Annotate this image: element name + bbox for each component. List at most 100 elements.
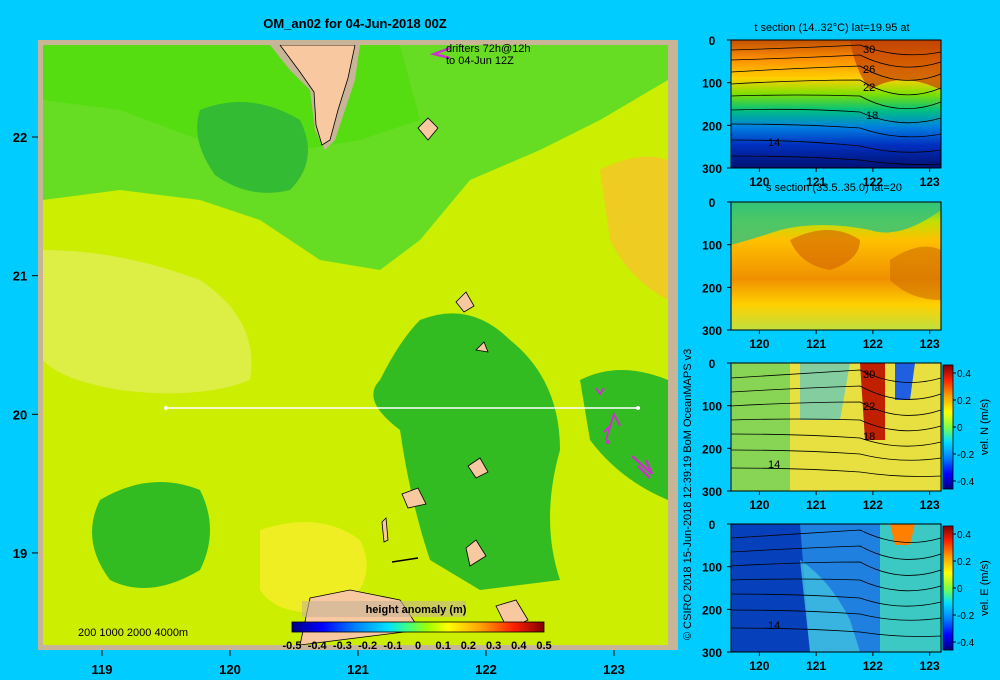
colorbar-tick-labels: -0.5 -0.4 -0.3 -0.2 -0.1 0 0.1 0.2 0.3 0.4 0.5 — [283, 640, 552, 652]
map-y-tick-label: 20 — [13, 407, 27, 422]
ve-section-plot: 14 — [730, 524, 942, 652]
t-section-contours — [730, 44, 942, 165]
vn-contour-label-30: 30 — [863, 369, 875, 381]
vel-colorbar-tick-label: 0 — [957, 423, 963, 434]
section-y-tick-label: 200 — [702, 281, 722, 295]
vn-section-axes: 120 121 122 123 0 100 200 300 — [702, 357, 940, 512]
s-section-title: s section (33.5..35.0) lat=20 — [766, 182, 902, 194]
island-6 — [465, 539, 487, 567]
map-colorbar: height anomaly (m) -0.5 -0.4 -0.3 -0.2 -0.1 0… — [283, 601, 552, 652]
section-x-tick-label: 121 — [806, 659, 826, 673]
section-y-tick-label: 200 — [702, 442, 722, 456]
vn-section-contours — [730, 369, 942, 477]
section-x-tick-label: 121 — [806, 175, 826, 189]
vel-colorbar-tick-label: 0 — [957, 584, 963, 595]
map-x-tick-labels: 119 120 121 122 123 — [92, 650, 625, 677]
t-section-axes: 120 121 122 123 0 100 200 300 — [702, 34, 940, 189]
section-y-tick-label: 200 — [702, 119, 722, 133]
section-x-tick-label: 120 — [749, 498, 769, 512]
section-line-start — [164, 406, 168, 410]
colorbar-tick-label: 0.4 — [511, 640, 527, 652]
ve-colorbar-ticks: 0.4 0.2 0 -0.2 -0.4 — [953, 530, 975, 649]
t-contour-label-14: 14 — [768, 137, 780, 149]
section-x-tick-label: 121 — [806, 498, 826, 512]
section-x-tick-label: 120 — [749, 659, 769, 673]
section-line-end — [636, 406, 640, 410]
drifter-legend-arrow — [429, 46, 451, 60]
s-section-frame — [730, 201, 942, 331]
ve-section-pos — [890, 524, 915, 545]
section-x-tick-label: 123 — [920, 498, 940, 512]
section-y-tick-label: 300 — [702, 324, 722, 338]
section-x-tick-label: 120 — [749, 175, 769, 189]
s-section-max-2 — [890, 246, 941, 300]
vel-colorbar-tick-label: 0.4 — [957, 530, 971, 541]
island-7 — [381, 517, 389, 543]
section-x-tick-label: 122 — [863, 175, 883, 189]
vn-section-jet — [860, 363, 885, 440]
anomaly-zone-high-1 — [43, 250, 252, 394]
section-y-tick-label: 100 — [702, 561, 722, 575]
colorbar-tick-label: -0.1 — [383, 640, 402, 652]
s-section-max-1 — [790, 230, 860, 270]
drifter-track-1 — [595, 387, 605, 396]
section-y-tick-label: 300 — [702, 485, 722, 499]
colorbar-tick-label: 0.3 — [486, 640, 501, 652]
anomaly-zone-low-2 — [373, 313, 560, 590]
vn-section-plot: 30 22 18 14 — [730, 363, 942, 491]
colorbar-backdrop — [302, 601, 466, 617]
credit-text: © CSIRO 2018 15-Jun-2018 12:39:19 BoM Oc… — [682, 349, 694, 640]
t-section-title: t section (14..32°C) lat=19.95 at — [754, 22, 909, 34]
map-y-tick-label: 22 — [13, 130, 27, 145]
vn-section-band-2 — [800, 363, 850, 420]
anomaly-zone-low-3 — [92, 482, 210, 588]
colorbar-tick-label: -0.5 — [283, 640, 302, 652]
vel-colorbar-tick-label: -0.2 — [957, 611, 975, 622]
section-y-tick-label: 100 — [702, 400, 722, 414]
t-section-warm-core — [850, 40, 941, 90]
s-section-surface — [731, 202, 941, 245]
colorbar-tick-label: -0.3 — [333, 640, 352, 652]
section-y-tick-label: 100 — [702, 239, 722, 253]
island-9 — [391, 557, 419, 563]
vn-section-neg — [895, 363, 915, 400]
ve-colorbar — [942, 525, 954, 651]
ve-section-contours — [730, 529, 942, 637]
island-4 — [467, 457, 489, 479]
colorbar-tick-label: -0.2 — [358, 640, 377, 652]
section-y-tick-label: 0 — [709, 518, 716, 532]
drifter-track-2 — [603, 411, 621, 441]
vn-colorbar-label: vel. N (m/s) — [979, 399, 991, 455]
vn-colorbar-ticks: 0.4 0.2 0 -0.2 -0.4 — [953, 369, 975, 488]
t-contour-label-22: 22 — [863, 82, 875, 94]
colorbar-tick-label: 0.1 — [436, 640, 451, 652]
t-contour-label-26: 26 — [863, 64, 875, 76]
section-x-tick-label: 122 — [863, 498, 883, 512]
depth-legend: 200 1000 2000 4000m — [78, 627, 188, 639]
section-y-tick-label: 0 — [709, 357, 716, 371]
colorbar-tick-label: -0.4 — [308, 640, 328, 652]
section-x-tick-label: 123 — [920, 175, 940, 189]
t-section-frame — [730, 39, 942, 169]
vel-colorbar-tick-label: 0.4 — [957, 369, 971, 380]
anomaly-zone-low-1 — [197, 102, 308, 193]
section-x-tick-label: 120 — [749, 337, 769, 351]
island-3 — [475, 341, 489, 353]
colorbar-tick-label: 0.5 — [536, 640, 551, 652]
vn-contour-label-22: 22 — [863, 401, 875, 413]
section-y-tick-label: 0 — [709, 196, 716, 210]
island-2 — [455, 291, 475, 313]
map-y-tick-labels: 19 20 21 22 — [13, 130, 38, 561]
ve-contour-label-14: 14 — [768, 620, 780, 632]
section-y-tick-label: 100 — [702, 77, 722, 91]
section-x-tick-label: 121 — [806, 337, 826, 351]
island-1 — [417, 117, 439, 141]
vn-contour-label-18: 18 — [863, 431, 875, 443]
map-x-tick-label: 119 — [92, 662, 113, 677]
anomaly-zone-high-2 — [600, 156, 668, 300]
map-x-tick-label: 123 — [603, 662, 625, 677]
colorbar-tick-label: 0.2 — [461, 640, 476, 652]
section-x-tick-label: 122 — [863, 659, 883, 673]
anomaly-zone-high-3 — [260, 522, 367, 613]
s-section-axes: 120 121 122 123 0 100 200 300 — [702, 196, 940, 351]
